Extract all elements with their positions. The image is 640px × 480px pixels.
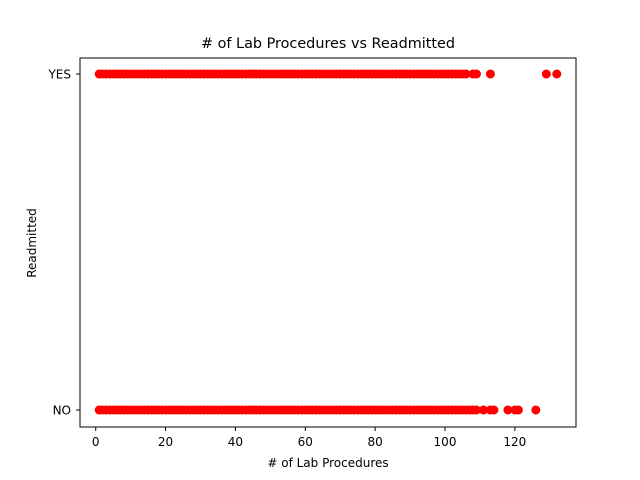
- data-point-yes: [471, 69, 481, 79]
- data-point-no: [489, 405, 499, 415]
- x-tick-label: 60: [298, 435, 313, 449]
- chart-title: # of Lab Procedures vs Readmitted: [201, 36, 455, 52]
- data-point-yes: [541, 69, 551, 79]
- x-tick-label: 20: [158, 435, 173, 449]
- y-axis: NO YES: [47, 68, 80, 418]
- data-points: [94, 69, 562, 415]
- plot-area-frame: [79, 57, 577, 428]
- x-axis-title: # of Lab Procedures: [267, 456, 388, 470]
- x-tick-label: 40: [228, 435, 243, 449]
- y-axis-title: Readmitted: [25, 208, 39, 278]
- data-point-yes: [485, 69, 495, 79]
- x-axis: 0 20 40 60 80 100 120: [92, 427, 526, 449]
- x-tick-label: 100: [434, 435, 457, 449]
- data-point-no: [503, 405, 513, 415]
- data-point-no: [531, 405, 541, 415]
- data-point-no: [478, 405, 488, 415]
- data-point-no: [471, 405, 481, 415]
- y-tick-label: NO: [53, 404, 71, 418]
- x-tick-label: 80: [368, 435, 383, 449]
- x-tick-label: 0: [92, 435, 100, 449]
- data-point-yes: [461, 69, 471, 79]
- data-point-yes: [552, 69, 562, 79]
- data-point-no: [513, 405, 523, 415]
- x-tick-label: 120: [503, 435, 526, 449]
- y-tick-label: YES: [47, 68, 71, 82]
